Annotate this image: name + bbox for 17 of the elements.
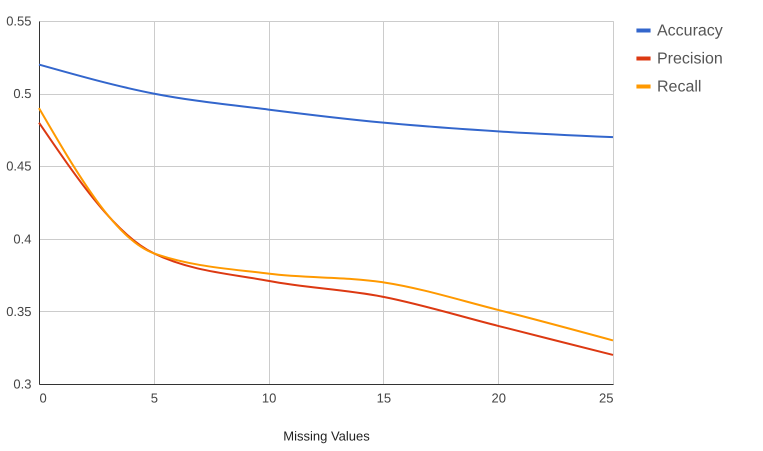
- legend-label: Accuracy: [657, 22, 723, 40]
- line-series: [38, 64, 614, 138]
- y-tick-label: 0.35: [6, 304, 32, 319]
- x-tick-label: 10: [262, 390, 276, 406]
- y-tick-label: 0.45: [6, 158, 32, 174]
- legend-label: Recall: [657, 78, 702, 96]
- legend-label: Precision: [657, 50, 723, 68]
- y-tick-label: 0.3: [13, 376, 32, 392]
- y-tick-label: 0.4: [13, 231, 32, 246]
- x-tick-label: 25: [599, 390, 614, 406]
- y-tick-label: 0.55: [6, 14, 32, 28]
- x-tick-label: 0: [40, 390, 47, 406]
- x-tick-label: 5: [150, 390, 158, 406]
- x-axis-title: Missing Values: [283, 428, 370, 444]
- y-tick-label: 0.5: [13, 86, 32, 102]
- x-tick-label: 15: [376, 390, 392, 406]
- x-tick-label: 20: [491, 390, 506, 406]
